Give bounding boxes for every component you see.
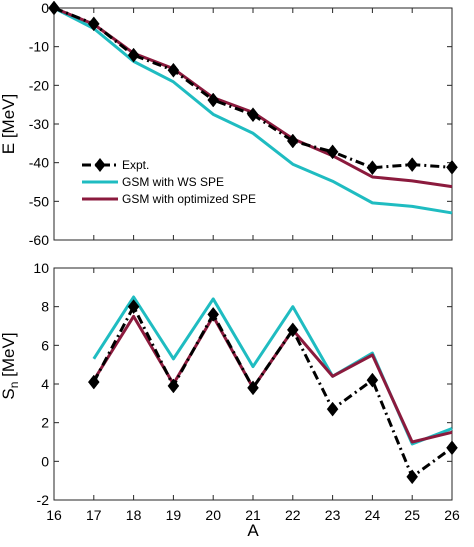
energy-data-point-expt [446,159,458,175]
separation-x-tick-label: 16 [46,507,62,523]
energy-series-line-expt [53,6,453,170]
energy-y-axis-title: E [MeV] [0,94,18,154]
energy-data-point-expt [286,133,299,149]
separation-x-tick-label: 18 [126,507,142,523]
separation-y-tick-label: -2 [37,492,50,508]
separation-y-axis-symbol: S [0,388,18,399]
separation-series-line-gsm-with-ws-spe [92,295,453,446]
energy-data-point-expt [366,160,379,176]
separation-x-tick-label: 22 [285,507,301,523]
energy-data-point-expt [167,62,180,78]
separation-y-axis-unit: [MeV] [0,332,18,381]
separation-x-tick-label: 24 [365,507,381,523]
energy-y-tick-label: 0 [41,0,49,16]
energy-data-point-expt [406,157,419,173]
energy-y-tick-label: -20 [29,77,49,93]
separation-y-tick-label: 8 [41,299,49,315]
separation-y-tick-label: 2 [41,415,49,431]
separation-x-tick-label: 17 [86,507,102,523]
energy-data-point-expt [247,107,259,123]
legend-label-expt: Expt. [122,158,149,172]
separation-data-point-expt [326,401,339,417]
energy-panel: 0 -10 -20 -30 -40 -50 -60 Expt. GSM with WS SPE G… [29,0,458,248]
separation-x-tick-label: 19 [166,507,182,523]
energy-series-line-gsm-with-ws-spe [53,6,453,215]
separation-data-point-expt [446,440,458,456]
separation-data-point-expt [366,372,379,388]
separation-y-tick-label: 6 [41,337,49,353]
separation-data-point-expt [247,380,259,396]
separation-x-tick-label: 20 [205,507,221,523]
legend-marker-expt [94,158,106,172]
separation-y-tick-label: 10 [33,260,49,276]
energy-y-tick-label: -40 [29,155,49,171]
energy-y-tick-label: -10 [29,39,49,55]
separation-y-tick-label: 0 [41,453,49,469]
energy-data-point-expt [127,47,140,63]
separation-x-tick-label: 25 [404,507,420,523]
energy-y-tick-label: -30 [29,116,49,132]
separation-data-point-expt [167,378,180,394]
separation-x-tick-label: 23 [325,507,341,523]
energy-y-tick-label: -60 [29,232,49,248]
separation-data-point-expt [87,374,100,390]
separation-data-point-expt [286,322,299,338]
separation-data-point-expt [406,469,419,485]
energy-y-tick-label: -50 [29,193,49,209]
separation-x-tick-label: 26 [444,507,460,523]
legend-label-gsm-with-ws-spe: GSM with WS SPE [122,175,224,189]
separation-x-tick-label: 21 [245,507,261,523]
separation-data-point-expt [127,299,140,315]
energy-data-point-expt [87,16,100,32]
energy-data-point-expt [48,0,60,16]
separation-y-tick-label: 4 [41,376,49,392]
separation-y-axis-subscript: n [7,382,21,389]
legend-label-gsm-with-optimized-spe: GSM with optimized SPE [122,192,256,206]
separation-series-line-expt [92,305,453,479]
x-axis-title: A [247,521,259,540]
separation-y-axis-title: Sn [MeV] [0,332,21,399]
energy-series-line-gsm-with-optimized-spe [53,6,453,189]
energy-data-point-expt [326,144,339,160]
energy-data-point-expt [207,92,220,108]
separation-data-point-expt [207,306,220,322]
